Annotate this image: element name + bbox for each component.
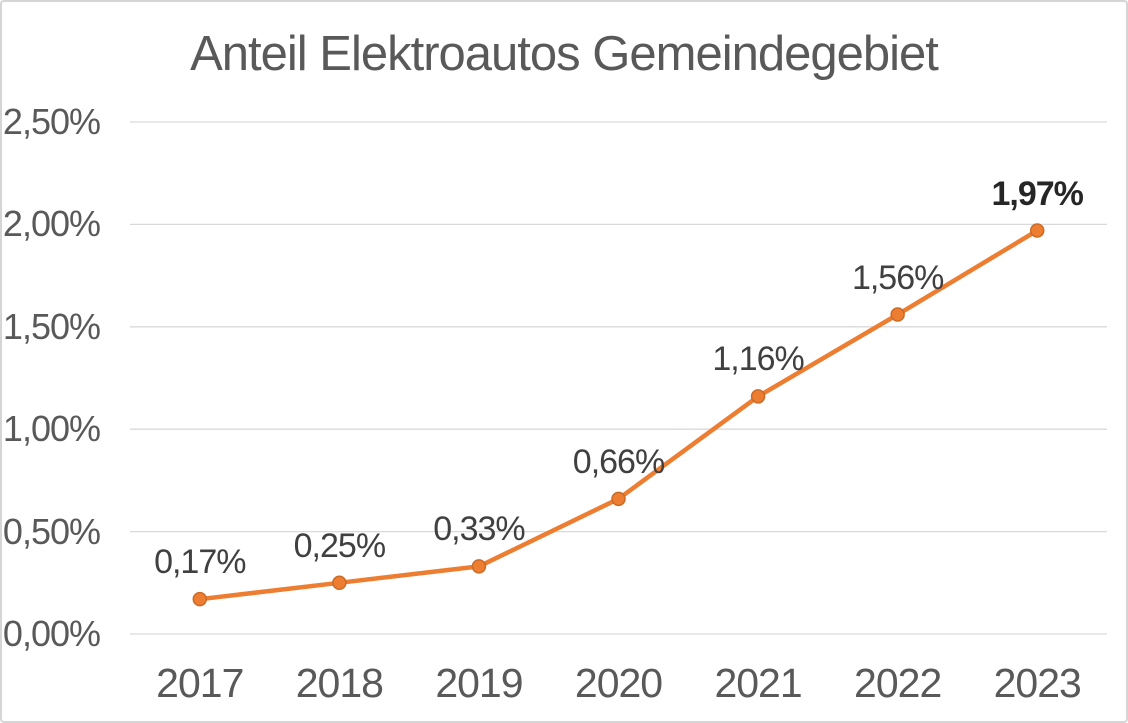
data-label: 0,33% [433, 510, 525, 549]
data-point-marker [471, 559, 487, 574]
y-tick-label: 1,50% [2, 305, 101, 347]
x-tick-label: 2018 [295, 660, 384, 706]
data-point-marker [1029, 223, 1045, 238]
data-label: 1,16% [712, 340, 804, 379]
data-point-marker [332, 575, 347, 591]
data-label: 0,17% [154, 543, 246, 582]
x-tick-label: 2017 [156, 660, 244, 706]
x-tick-label: 2022 [854, 660, 942, 706]
data-label: 1,56% [851, 258, 944, 297]
y-tick-label: 1,00% [2, 408, 101, 450]
y-tick-label: 2,00% [2, 203, 101, 245]
x-tick-label: 2020 [574, 660, 663, 706]
x-tick-label: 2021 [714, 660, 802, 706]
data-label: 1,97% [991, 174, 1084, 213]
data-label: 0,66% [572, 442, 665, 481]
chart-title: Anteil Elektroautos Gemeindegebiet [190, 27, 939, 81]
data-label: 0,25% [293, 526, 386, 565]
data-point-marker [750, 389, 766, 404]
y-tick-label: 2,50% [2, 101, 101, 142]
y-tick-label: 0,50% [2, 510, 101, 552]
data-point-marker [611, 491, 626, 507]
data-point-marker [890, 307, 905, 322]
data-point-marker [192, 591, 208, 607]
x-tick-label: 2019 [435, 660, 523, 706]
y-tick-label: 0,00% [2, 613, 101, 654]
x-tick-label: 2023 [993, 660, 1082, 706]
